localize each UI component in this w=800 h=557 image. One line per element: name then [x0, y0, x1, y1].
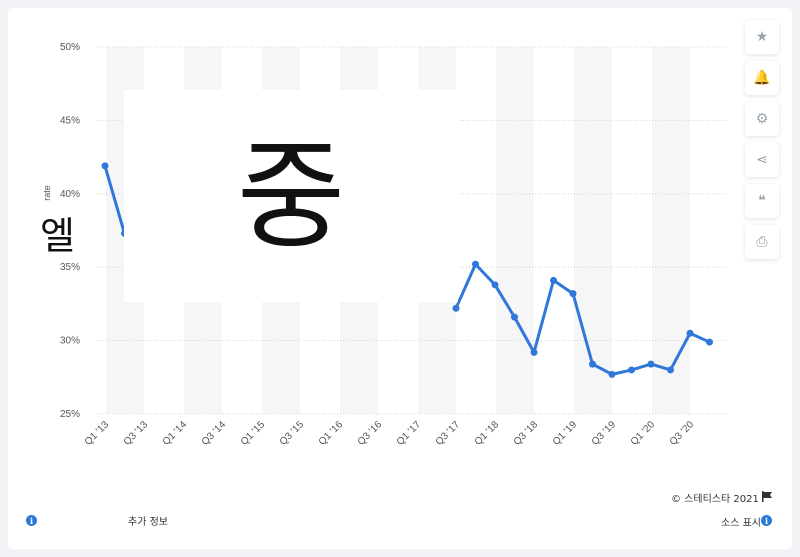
star-icon: ★ [755, 29, 769, 45]
more-info-link[interactable]: 추가 정보 [128, 517, 168, 528]
y-tick-label: 45% [60, 115, 80, 126]
y-axis-label: rate [42, 185, 52, 201]
data-point [608, 370, 616, 378]
print-icon: ⎙ [756, 234, 768, 250]
data-point [569, 290, 577, 298]
data-point [667, 366, 674, 374]
print-button[interactable]: ⎙ [745, 225, 779, 259]
data-point [647, 360, 655, 368]
overlay-side-glyph: 엘 [40, 214, 75, 258]
y-tick-label: 40% [60, 189, 80, 200]
x-tick-label: Q3 '20 [668, 419, 697, 448]
bell-button[interactable]: 🔔 [745, 61, 779, 95]
flag-icon[interactable] [761, 491, 773, 502]
y-tick-label: 25% [60, 409, 80, 420]
share-button[interactable]: ⋖ [745, 143, 779, 177]
data-point [530, 348, 538, 356]
copyright-text[interactable]: © 스테티스타 2021 [671, 494, 759, 505]
y-tick-label: 35% [60, 262, 80, 273]
cite-button[interactable]: ❝ [745, 184, 779, 218]
x-tick-label: Q1 '13 [83, 419, 112, 448]
settings-button[interactable]: ⚙ [745, 102, 779, 136]
source-info-icon[interactable]: i [761, 515, 772, 526]
info-icon[interactable]: i [26, 515, 37, 526]
background-band [652, 47, 690, 414]
overlay-glyph-box: 중 [124, 90, 458, 302]
data-point [550, 276, 557, 284]
x-tick-label: Q1 '14 [161, 419, 190, 448]
data-point [452, 304, 460, 312]
x-tick-label: Q1 '18 [473, 419, 502, 448]
x-tick-label: Q1 '20 [629, 419, 658, 448]
y-tick-label: 30% [60, 336, 80, 347]
x-tick-label: Q3 '19 [590, 419, 619, 448]
x-tick-label: Q1 '19 [551, 419, 580, 448]
share-icon: ⋖ [756, 152, 768, 168]
data-point [491, 281, 499, 289]
x-tick-label: Q3 '18 [512, 419, 541, 448]
star-button[interactable]: ★ [745, 20, 779, 54]
x-tick-label: Q3 '16 [356, 419, 385, 448]
bell-icon: 🔔 [753, 70, 771, 86]
data-point [706, 338, 713, 346]
background-band [574, 47, 612, 414]
y-tick-label: 50% [60, 42, 80, 53]
series-line [103, 165, 126, 234]
data-point [511, 313, 518, 321]
source-link[interactable]: 소스 표시 [721, 518, 761, 529]
x-tick-label: Q3 '17 [434, 419, 463, 448]
x-tick-label: Q3 '15 [278, 419, 307, 448]
data-point [686, 329, 694, 337]
data-point [628, 366, 635, 374]
gear-icon: ⚙ [755, 111, 769, 127]
data-point [472, 260, 479, 268]
overlay-glyph: 중 [236, 127, 346, 265]
x-tick-label: Q3 '14 [200, 419, 229, 448]
data-point [101, 162, 109, 170]
sidebar-toolbar: ★ 🔔 ⚙ ⋖ ❝ ⎙ [745, 20, 779, 266]
x-tick-label: Q1 '15 [239, 419, 268, 448]
x-tick-label: Q1 '16 [317, 419, 346, 448]
quote-icon: ❝ [758, 193, 766, 209]
background-band [496, 47, 534, 414]
x-tick-label: Q1 '17 [395, 419, 424, 448]
data-point [589, 360, 596, 368]
x-tick-label: Q3 '13 [122, 419, 151, 448]
